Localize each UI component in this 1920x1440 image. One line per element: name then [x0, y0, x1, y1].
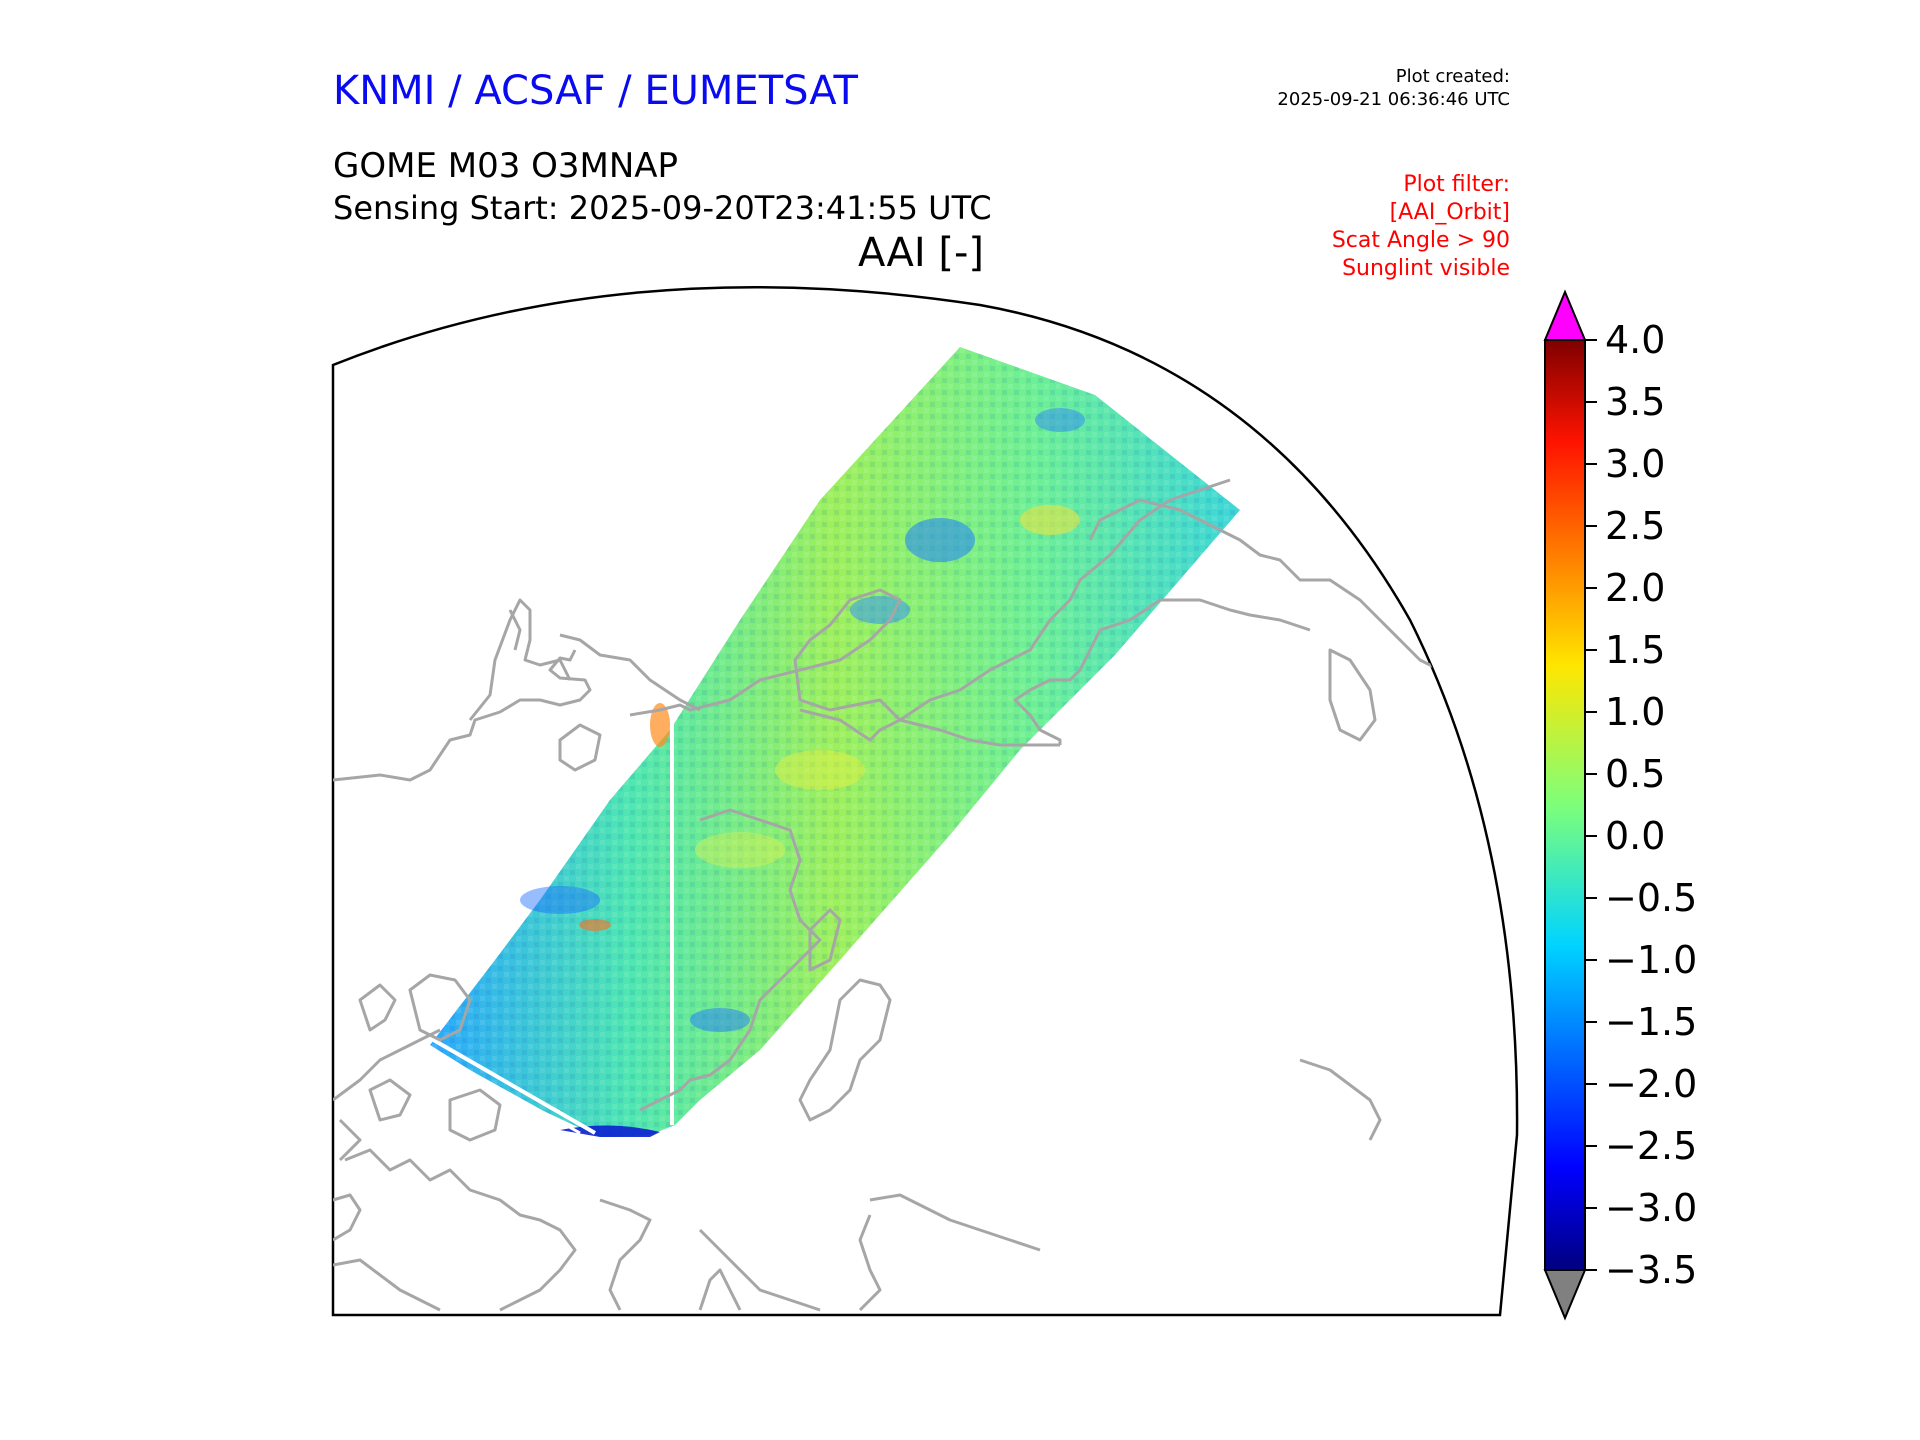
colorbar-tick-label: −1.0: [1605, 938, 1697, 982]
colorbar: 4.0 3.5 3.0 2.5 2.0 1.5 1.0 0.5 0.0 −0.5 −1.0 −1.5 −…: [1543, 289, 1697, 1321]
colorbar-tick-label: 0.5: [1605, 752, 1665, 796]
product-name: GOME M03 O3MNAP: [333, 146, 679, 186]
sensing-start: Sensing Start: 2025-09-20T23:41:55 UTC: [333, 189, 992, 227]
colorbar-tick-label: 0.0: [1605, 814, 1665, 858]
colorbar-tick-label: 1.0: [1605, 690, 1665, 734]
colorbar-tick-label: 2.0: [1605, 566, 1665, 610]
colorbar-tick-label: −2.0: [1605, 1062, 1697, 1106]
colorbar-tick-label: 2.5: [1605, 504, 1665, 548]
colorbar-over-arrow: [1543, 289, 1587, 341]
variable-label: AAI [-]: [858, 230, 984, 276]
colorbar-tick-label: −3.0: [1605, 1186, 1697, 1230]
colorbar-tick-label: −3.5: [1605, 1248, 1697, 1292]
plot-filter: Plot filter: [AAI_Orbit] Scat Angle > 90…: [1332, 171, 1510, 283]
colorbar-tick-label: 4.0: [1605, 318, 1665, 362]
colorbar-body: [1544, 339, 1586, 1271]
plot-filter-line: Sunglint visible: [1342, 256, 1510, 281]
plot-filter-line: Scat Angle > 90: [1331, 228, 1510, 253]
colorbar-tick-label: −1.5: [1605, 1000, 1697, 1044]
colorbar-ticks: 4.0 3.5 3.0 2.5 2.0 1.5 1.0 0.5 0.0 −0.5 −1.0 −1.5 −…: [1585, 318, 1697, 1292]
coastlines: [333, 478, 1441, 1312]
plot-created-time: 2025-09-21 06:36:46 UTC: [1277, 89, 1510, 110]
aai-swath: [429, 347, 1240, 1137]
colorbar-tick-label: 3.5: [1605, 380, 1665, 424]
plot-created-label: Plot created:: [1395, 66, 1510, 87]
colorbar-tick-label: −2.5: [1605, 1124, 1697, 1168]
plot-filter-title: Plot filter:: [1403, 172, 1510, 197]
colorbar-tick-label: 1.5: [1605, 628, 1665, 672]
organization-title: KNMI / ACSAF / EUMETSAT: [333, 68, 858, 114]
map-panel: [331, 285, 1519, 1317]
colorbar-under-arrow: [1543, 1269, 1587, 1321]
plot-filter-line: [AAI_Orbit]: [1389, 200, 1510, 225]
colorbar-tick-label: 3.0: [1605, 442, 1665, 486]
colorbar-tick-label: −0.5: [1605, 876, 1697, 920]
